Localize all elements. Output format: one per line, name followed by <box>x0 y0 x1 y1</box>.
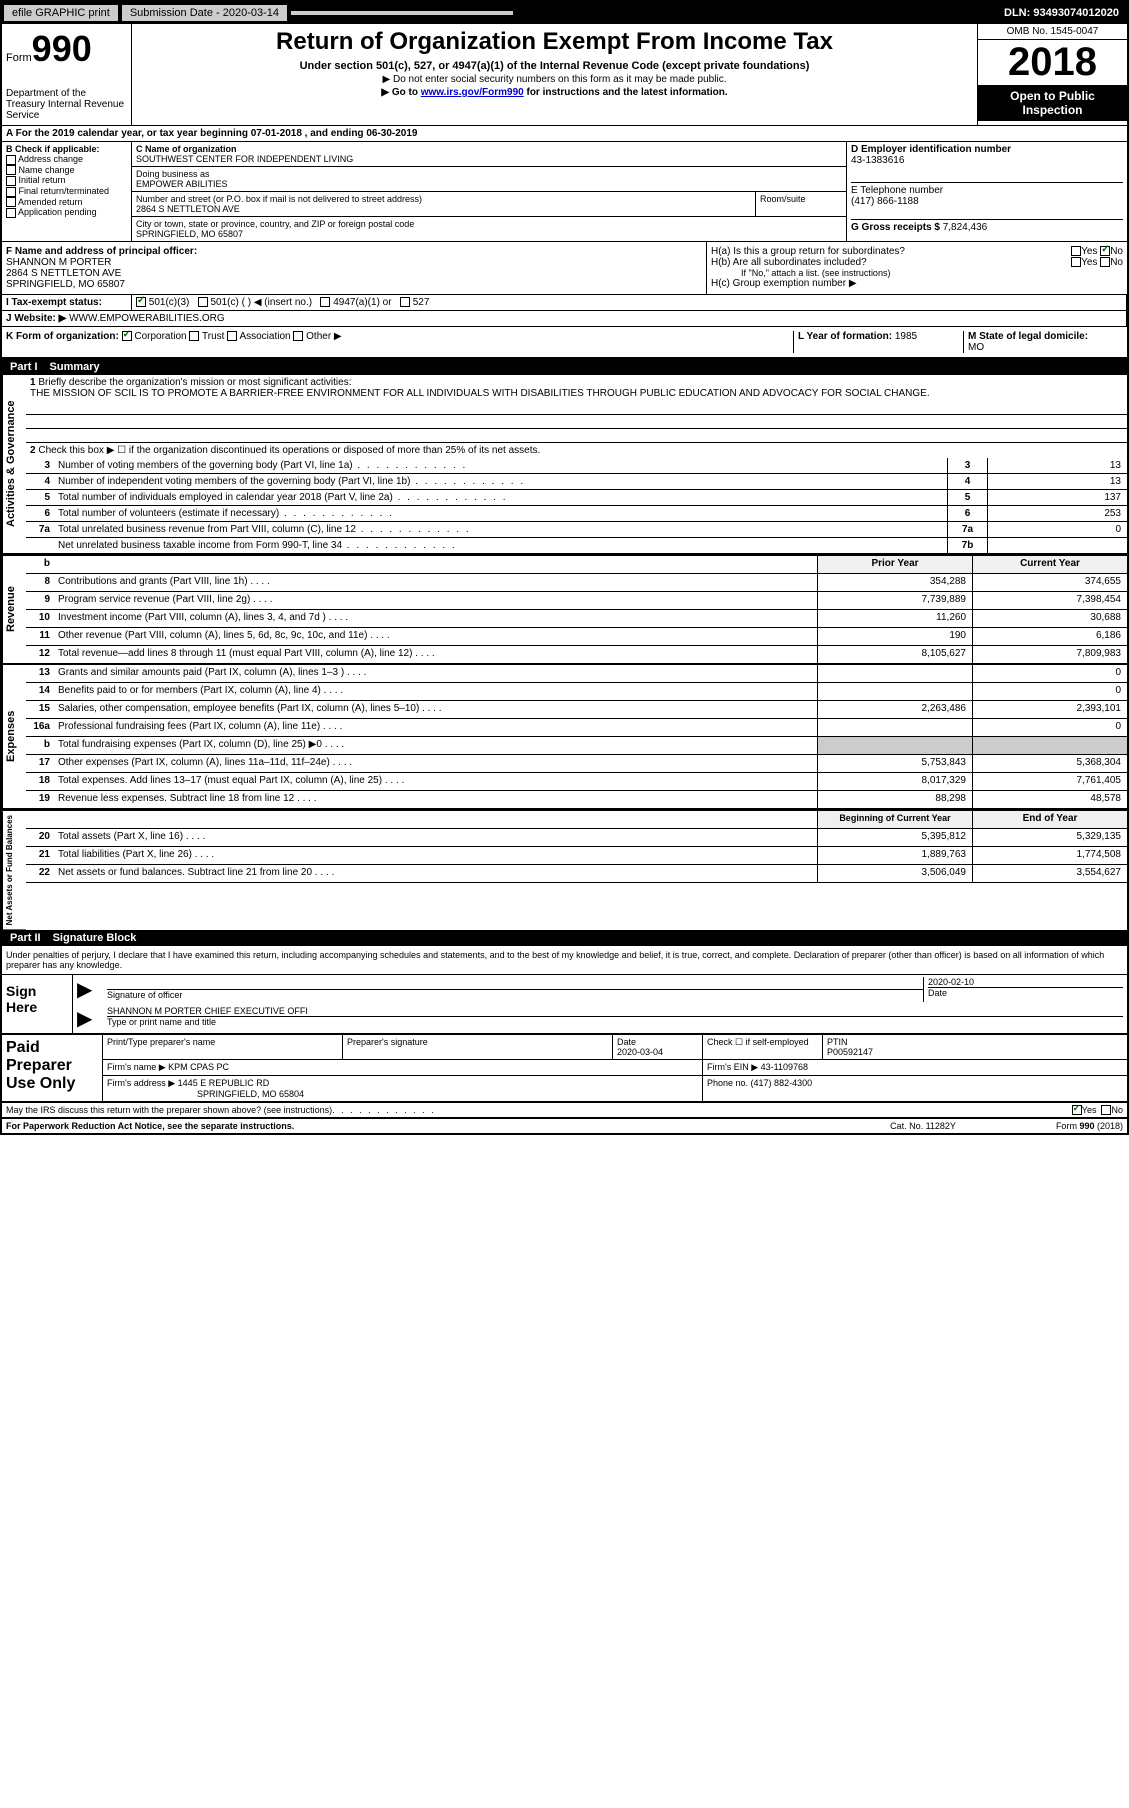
l-row: L Year of formation: 1985 <box>793 331 963 353</box>
efile-button[interactable]: efile GRAPHIC print <box>3 4 119 22</box>
f-addr1: 2864 S NETTLETON AVE <box>6 268 702 279</box>
city: SPRINGFIELD, MO 65807 <box>136 229 842 239</box>
mission-line <box>26 401 1127 415</box>
sign-here: Sign Here <box>2 975 72 1033</box>
dept: Department of the Treasury Internal Reve… <box>6 88 127 121</box>
room-label: Room/suite <box>756 192 846 216</box>
hc-label: H(c) Group exemption number ▶ <box>711 278 1123 289</box>
blank-item <box>290 10 514 16</box>
mission-line <box>26 415 1127 429</box>
cb-address: Address change <box>6 154 127 165</box>
print-name-label: Print/Type preparer's name <box>103 1035 343 1059</box>
inst2-pre: ▶ Go to <box>381 87 420 98</box>
instruction-2: ▶ Go to www.irs.gov/Form990 for instruct… <box>136 87 973 98</box>
end-header: End of Year <box>972 811 1127 828</box>
g-amount: 7,824,436 <box>943 222 988 233</box>
g-label: G Gross receipts $ <box>851 222 943 233</box>
hb-note: If "No," attach a list. (see instruction… <box>711 268 1123 278</box>
k-row: K Form of organization: Corporation Trus… <box>6 331 793 353</box>
current-header: Current Year <box>972 556 1127 573</box>
subtitle: Under section 501(c), 527, or 4947(a)(1)… <box>136 60 973 72</box>
i-label: I Tax-exempt status: <box>2 295 132 310</box>
main-title: Return of Organization Exempt From Incom… <box>136 28 973 56</box>
begin-header: Beginning of Current Year <box>817 811 972 828</box>
open-public: Open to Public Inspection <box>978 85 1127 121</box>
q1-num: 1 <box>30 377 36 388</box>
form-label: Form <box>6 52 32 64</box>
f-addr2: SPRINGFIELD, MO 65807 <box>6 279 702 290</box>
f-name: SHANNON M PORTER <box>6 257 702 268</box>
paid-preparer: Paid Preparer Use Only <box>2 1035 102 1101</box>
info-grid: B Check if applicable: Address change Na… <box>2 142 1127 242</box>
c-name-label: C Name of organization <box>136 144 842 154</box>
ha-label: H(a) Is this a group return for subordin… <box>711 246 905 257</box>
vert-activities: Activities & Governance <box>2 375 26 554</box>
cb-initial: Initial return <box>6 175 127 186</box>
period-row: A For the 2019 calendar year, or tax yea… <box>2 126 1127 142</box>
dln: DLN: 93493074012020 <box>996 5 1127 21</box>
dba: EMPOWER ABILITIES <box>136 179 842 189</box>
irs-link[interactable]: www.irs.gov/Form990 <box>421 87 524 98</box>
q1-text: Briefly describe the organization's miss… <box>38 377 351 388</box>
officer-name: SHANNON M PORTER CHIEF EXECUTIVE OFFI <box>107 1006 1123 1017</box>
hb-label: H(b) Are all subordinates included? <box>711 257 867 268</box>
year-box: OMB No. 1545-0047 2018 Open to Public In… <box>977 24 1127 125</box>
cb-amended: Amended return <box>6 197 127 208</box>
f-label: F Name and address of principal officer: <box>6 246 702 257</box>
j-row: J Website: ▶ WWW.EMPOWERABILITIES.ORG <box>2 311 1127 326</box>
m-row: M State of legal domicile:MO <box>963 331 1123 353</box>
arrow-icon: ▶ <box>77 977 107 1002</box>
cat-no: Cat. No. 11282Y <box>890 1121 956 1131</box>
omb: OMB No. 1545-0047 <box>978 24 1127 40</box>
i-opts: 501(c)(3) 501(c) ( ) ◀ (insert no.) 4947… <box>132 295 1127 310</box>
e-label: E Telephone number <box>851 182 1123 196</box>
f-h-row: F Name and address of principal officer:… <box>2 242 1127 295</box>
q1-answer: THE MISSION OF SCIL IS TO PROMOTE A BARR… <box>30 388 930 399</box>
prior-header: Prior Year <box>817 556 972 573</box>
form-number: 990 <box>32 28 92 69</box>
form-footer: Form 990 (2018) <box>1056 1121 1123 1131</box>
inst2-post: for instructions and the latest informat… <box>524 87 728 98</box>
prep-sig-label: Preparer's signature <box>343 1035 613 1059</box>
tax-year: 2018 <box>978 40 1127 85</box>
sig-officer-label: Signature of officer <box>107 990 182 1000</box>
cb-pending: Application pending <box>6 207 127 218</box>
vert-revenue: Revenue <box>2 556 26 664</box>
section-c: C Name of organization SOUTHWEST CENTER … <box>132 142 847 241</box>
addr: 2864 S NETTLETON AVE <box>136 204 751 214</box>
instruction-1: ▶ Do not enter social security numbers o… <box>136 74 973 85</box>
type-name-label: Type or print name and title <box>107 1017 1123 1027</box>
discuss: May the IRS discuss this return with the… <box>6 1105 332 1115</box>
vert-net: Net Assets or Fund Balances <box>2 811 26 930</box>
q2-text: Check this box ▶ ☐ if the organization d… <box>38 445 540 456</box>
title-section: Return of Organization Exempt From Incom… <box>132 24 977 125</box>
phone: (417) 866-1188 <box>851 196 1123 207</box>
cb-name: Name change <box>6 165 127 176</box>
dba-label: Doing business as <box>136 169 842 179</box>
self-employed: Check ☐ if self-employed <box>703 1035 823 1059</box>
cb-final: Final return/terminated <box>6 186 127 197</box>
form-id: Form990 Department of the Treasury Inter… <box>2 24 132 125</box>
arrow-icon: ▶ <box>77 1006 107 1031</box>
submission-date: Submission Date - 2020-03-14 <box>121 4 288 22</box>
topbar: efile GRAPHIC print Submission Date - 20… <box>2 2 1127 24</box>
b-header: B Check if applicable: <box>6 144 127 154</box>
header: Form990 Department of the Treasury Inter… <box>2 24 1127 126</box>
section-b: B Check if applicable: Address change Na… <box>2 142 132 241</box>
date-label: Date <box>928 987 1123 998</box>
part1-header: Part I Summary <box>2 359 1127 375</box>
addr-label: Number and street (or P.O. box if mail i… <box>136 194 751 204</box>
paperwork: For Paperwork Reduction Act Notice, see … <box>6 1121 294 1131</box>
mission-line <box>26 429 1127 443</box>
part2-header: Part II Signature Block <box>2 930 1127 946</box>
sig-date: 2020-02-10 <box>928 977 1123 987</box>
d-label: D Employer identification number <box>851 144 1123 155</box>
ein: 43-1383616 <box>851 155 1123 166</box>
declaration: Under penalties of perjury, I declare th… <box>2 946 1127 975</box>
org-name: SOUTHWEST CENTER FOR INDEPENDENT LIVING <box>136 154 842 164</box>
city-label: City or town, state or province, country… <box>136 219 842 229</box>
section-d-e-g: D Employer identification number 43-1383… <box>847 142 1127 241</box>
vert-expenses: Expenses <box>2 665 26 809</box>
